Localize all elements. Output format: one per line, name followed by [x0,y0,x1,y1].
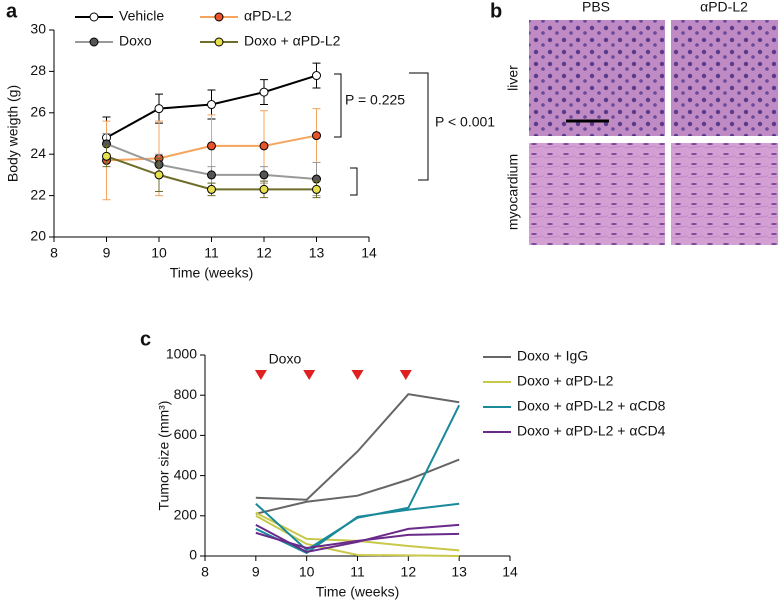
legend-marker [214,37,224,47]
histology-image [529,20,665,136]
legend-label: αPD-L2 [244,8,292,24]
histology-image [529,143,665,245]
dose-marker [351,370,364,380]
legend-label: Doxo + αPD-L2 [517,373,614,389]
annotation: P < 0.001 [435,114,495,130]
panel-letter: a [6,0,18,22]
legend-label: Doxo + αPD-L2 [244,33,341,49]
y-tick-label: 20 [30,228,46,244]
legend-label: Doxo + αPD-L2 + αCD8 [517,398,666,414]
panel-letter: c [140,328,151,350]
x-tick-label: 13 [309,245,325,261]
y-tick-label: 800 [174,386,198,402]
row-label: liver [505,65,521,91]
y-tick-label: 26 [30,104,46,120]
x-axis-label: Time (weeks) [170,265,254,281]
annotation: P = 0.225 [345,92,405,108]
legend-label: Vehicle [119,8,164,24]
series-line [255,393,460,501]
x-tick-label: 8 [201,564,209,580]
y-axis-label: Body weigth (g) [5,85,21,182]
legend-marker [214,12,224,22]
legend-label: Doxo + IgG [517,348,588,364]
x-tick-label: 14 [502,564,518,580]
legend-marker [89,12,99,22]
x-axis-label: Time (weeks) [316,584,400,600]
x-tick-label: 14 [361,245,377,261]
series-line [255,502,460,555]
marker [207,141,216,151]
bracket [334,73,342,138]
x-tick-label: 12 [401,564,417,580]
dose-marker [303,370,316,380]
marker [312,131,321,141]
bracket [350,167,358,196]
legend-marker [89,37,99,47]
marker [259,184,269,194]
y-tick-label: 28 [30,62,46,78]
histology-image [671,143,778,245]
legend-label: Doxo + αPD-L2 + αCD4 [517,423,666,439]
x-tick-label: 9 [103,245,111,261]
y-axis-label: Tumor size (mm³) [156,401,172,511]
marker [312,184,321,194]
dose-marker [254,370,267,380]
y-tick-label: 0 [189,547,197,563]
x-tick-label: 11 [350,564,365,580]
y-tick-label: 600 [174,426,198,442]
y-tick-label: 22 [30,186,46,202]
x-tick-label: 9 [252,564,260,580]
column-label: αPD-L2 [700,0,748,15]
marker [259,87,269,97]
panel-letter: b [490,0,502,22]
y-tick-label: 200 [174,507,198,523]
series-line [255,514,460,557]
bracket [409,72,429,181]
x-tick-label: 10 [151,245,167,261]
marker [154,170,164,180]
histology-image [671,20,778,136]
marker [207,100,216,110]
marker [259,170,269,180]
marker [207,184,216,194]
y-tick-label: 400 [174,466,198,482]
x-tick-label: 12 [256,245,272,261]
column-label: PBS [582,0,610,15]
legend-label: Doxo [119,33,152,49]
y-tick-label: 30 [30,21,46,37]
x-tick-label: 13 [451,564,467,580]
y-tick-label: 24 [30,145,46,161]
marker [207,170,216,180]
y-tick-label: 1000 [166,346,197,362]
row-label: myocardium [505,154,521,230]
x-tick-label: 8 [50,245,58,261]
x-tick-label: 11 [204,245,219,261]
dose-label: Doxo [269,351,302,367]
marker [259,141,269,151]
marker [312,71,321,81]
dose-marker [399,370,412,380]
series-line [255,531,460,549]
x-tick-label: 10 [299,564,315,580]
marker [102,151,111,161]
marker [154,104,164,114]
